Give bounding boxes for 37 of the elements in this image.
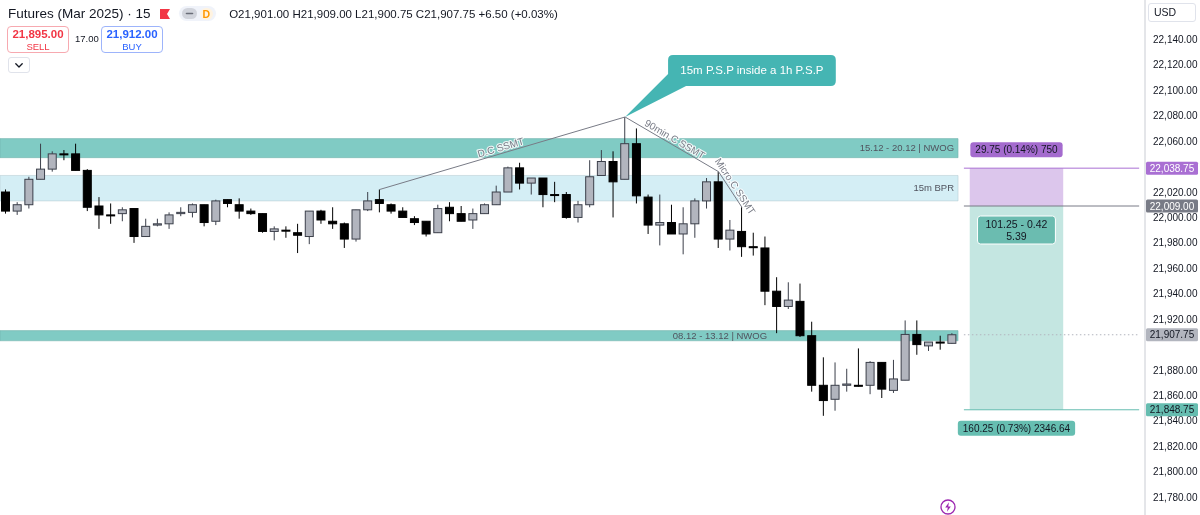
text: D.C SSMT (476, 135, 526, 160)
toggle-pill: D (178, 6, 217, 21)
annotation: BUY (122, 41, 142, 52)
y-tick-label: 21,820.00 (1153, 440, 1198, 452)
y-tick-label: 21,860.00 (1153, 390, 1198, 402)
annotation: SELL (26, 41, 50, 52)
band-label: 15.12 - 20.12 | NWOG (859, 142, 955, 154)
chart-title: Futures (Mar 2025) · 15 (8, 6, 151, 21)
y-tick-label: 22,080.00 (1153, 110, 1198, 122)
band-label: 08.12 - 13.12 | NWOG (672, 330, 768, 341)
band-label: 160.25 (0.73%) 2346.64 (962, 422, 1071, 434)
y-tick-label: 22,100.00 (1153, 84, 1198, 96)
y-tick-label: 21,940.00 (1153, 288, 1198, 300)
annotation: 21,895.00 (12, 28, 64, 40)
text: O21,901.00 H21,909.00 L21,900.75 C21,907.75 +6.50 (+0.03%) (229, 7, 558, 20)
y-tick-label: 22,000.00 (1153, 211, 1198, 223)
annotation: 21,912.00 (106, 28, 158, 40)
sell-button: 21,895.00 SELL (7, 26, 69, 53)
annotation: D (199, 7, 214, 20)
y-tick-label: 21,780.00 (1153, 491, 1198, 503)
y-tick-label: 21,880.00 (1153, 364, 1198, 376)
y-tick-label: 22,060.00 (1153, 135, 1198, 147)
buy-button: 21,912.00 BUY (101, 26, 163, 53)
y-tick-label: 21,840.00 (1153, 415, 1198, 427)
annotation: 17.00 (75, 33, 99, 44)
y-tick-label: 21,960.00 (1153, 262, 1198, 274)
annotation: 101.25 - 0.42 5.39 (985, 218, 1048, 242)
currency-button: USD (1148, 3, 1196, 22)
y-tick-label: 22,120.00 (1153, 59, 1198, 71)
y-tick-label: 22,020.00 (1153, 186, 1198, 198)
y-tick-label: 21,800.00 (1153, 466, 1198, 478)
y-tick-label: 21,980.00 (1153, 237, 1198, 249)
annotation: 15m P.S.P inside a 1h P.S.P (680, 64, 824, 77)
band-label: 15m BPR (913, 182, 955, 194)
band-label: 29.75 (0.14%) 750 (975, 144, 1059, 156)
y-tick-label: 21,920.00 (1153, 313, 1198, 325)
y-tick-label: 22,140.00 (1153, 33, 1198, 45)
